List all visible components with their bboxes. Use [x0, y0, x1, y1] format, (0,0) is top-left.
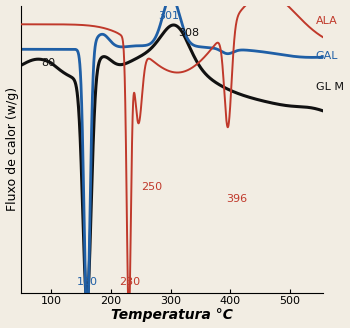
Text: 80: 80: [41, 58, 55, 68]
Y-axis label: Fluxo de calor (w/g): Fluxo de calor (w/g): [6, 87, 19, 211]
Text: 308: 308: [178, 28, 199, 38]
Text: 301: 301: [158, 10, 179, 21]
Text: GL M: GL M: [316, 82, 344, 92]
X-axis label: Temperatura °C: Temperatura °C: [111, 308, 233, 322]
Text: 250: 250: [141, 182, 162, 192]
Text: GAL: GAL: [316, 51, 338, 61]
Text: ALA: ALA: [316, 15, 337, 26]
Text: 230: 230: [119, 277, 140, 287]
Text: 396: 396: [226, 194, 247, 204]
Text: 160: 160: [77, 277, 98, 287]
